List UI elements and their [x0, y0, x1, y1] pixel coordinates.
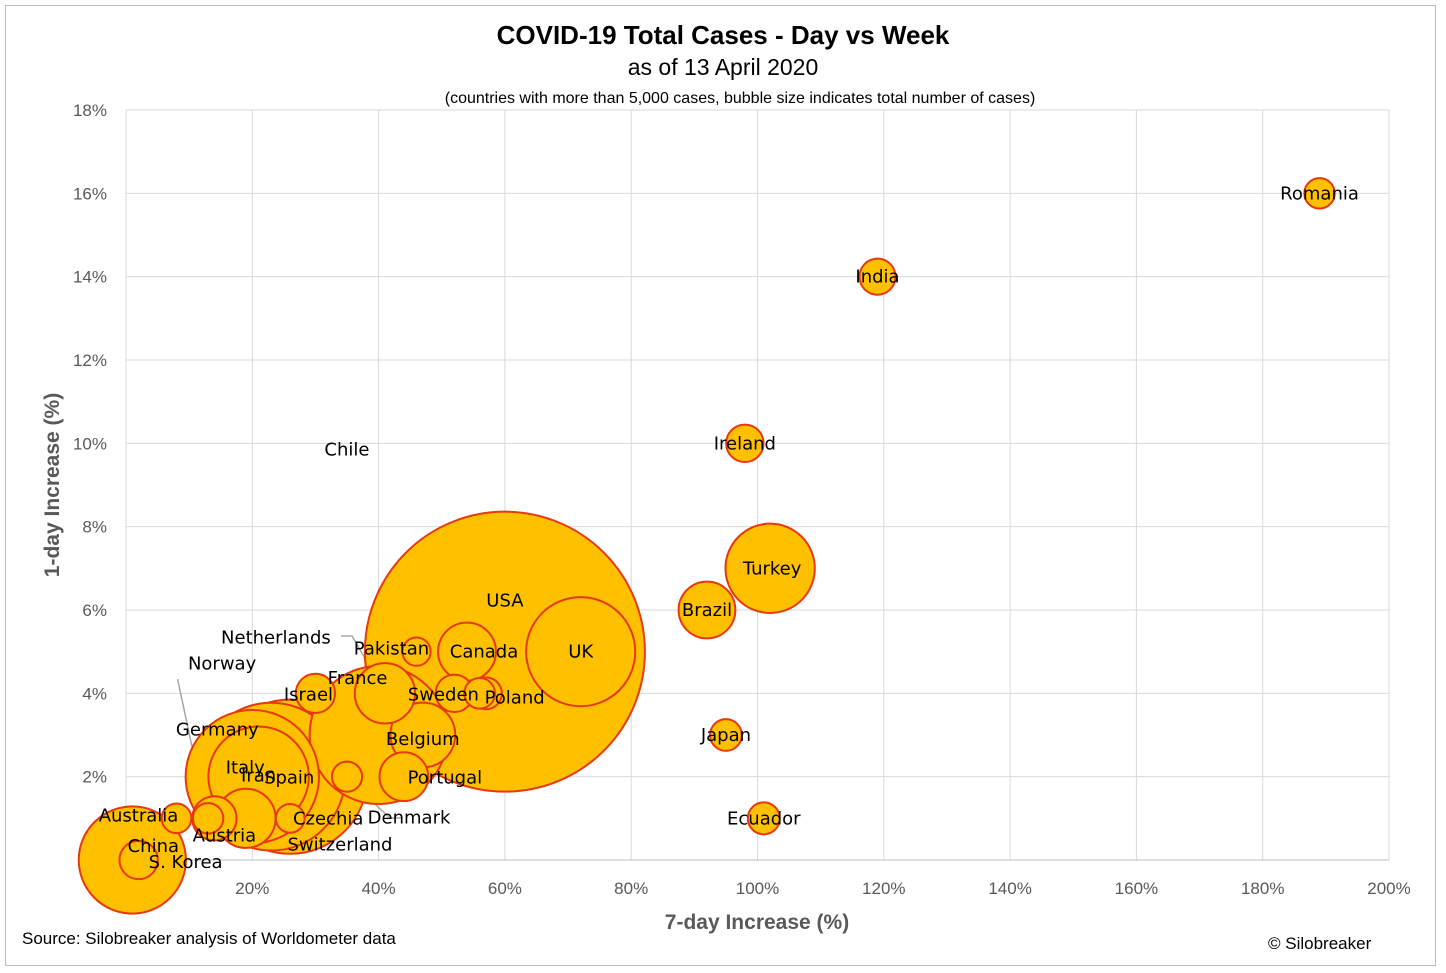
x-tick-label: 200%	[1367, 879, 1410, 898]
data-label-canada: Canada	[450, 642, 519, 663]
x-tick-label: 100%	[736, 879, 779, 898]
bubble-romania	[1303, 177, 1336, 210]
data-label-poland: Poland	[485, 687, 545, 708]
bubble-turkey	[724, 522, 816, 614]
chart-title: COVID-19 Total Cases - Day vs Week	[496, 20, 950, 50]
x-tick-label: 80%	[614, 879, 648, 898]
data-label-norway: Norway	[188, 653, 257, 674]
data-label-chile: Chile	[324, 439, 369, 460]
y-tick-label: 2%	[82, 768, 107, 787]
bubble-pakistan	[401, 636, 432, 667]
bubble-denmark	[330, 760, 364, 793]
bubble-india	[858, 257, 897, 296]
x-tick-label: 40%	[362, 879, 396, 898]
y-tick-label: 18%	[73, 101, 107, 120]
data-label-spain: Spain	[264, 768, 314, 789]
bubble-israel	[294, 672, 337, 714]
copyright-note: © Silobreaker	[1268, 934, 1372, 953]
data-label-belgium: Belgium	[386, 729, 460, 750]
bubble-ecuador	[746, 801, 781, 836]
data-label-israel: Israel	[284, 684, 333, 705]
data-label-denmark: Denmark	[368, 808, 451, 829]
bubble-norway	[191, 802, 225, 835]
x-tick-label: 140%	[988, 879, 1031, 898]
data-label-ecuador: Ecuador	[727, 808, 801, 829]
data-label-usa: USA	[486, 591, 524, 612]
y-tick-label: 4%	[82, 684, 107, 703]
bubble-australia	[160, 802, 193, 835]
y-tick-label: 16%	[73, 184, 107, 203]
data-label-china: China	[128, 836, 179, 857]
data-label-australia: Australia	[99, 805, 179, 826]
data-label-netherlands: Netherlands	[221, 627, 331, 648]
data-label-iran: Iran	[241, 766, 276, 787]
x-tick-label: 180%	[1241, 879, 1284, 898]
data-label-romania: Romania	[1280, 183, 1359, 204]
data-label-sweden: Sweden	[408, 684, 479, 705]
bubble-brazil	[677, 580, 737, 640]
x-tick-label: 120%	[862, 879, 905, 898]
x-tick-label: 60%	[488, 879, 522, 898]
data-label-s-korea: S. Korea	[149, 852, 223, 873]
x-tick-label: 160%	[1115, 879, 1158, 898]
chart-frame	[5, 5, 1436, 966]
y-tick-label: 10%	[73, 434, 107, 453]
y-tick-label: 14%	[73, 268, 107, 287]
data-label-france: France	[328, 668, 388, 689]
x-axis-title: 7-day Increase (%)	[665, 911, 849, 934]
bubble-ireland	[725, 423, 765, 464]
data-label-austria: Austria	[193, 825, 257, 846]
bubble-netherlands	[353, 662, 417, 725]
data-label-brazil: Brazil	[682, 600, 732, 621]
data-label-uk: UK	[568, 642, 594, 663]
data-label-pakistan: Pakistan	[354, 639, 429, 660]
y-tick-label: 8%	[82, 518, 107, 537]
y-axis-title: 1-day Increase (%)	[41, 393, 64, 577]
bubble-s-korea	[118, 839, 159, 881]
bubble-uk	[525, 596, 637, 708]
chart-note: (countries with more than 5,000 cases, b…	[444, 90, 1036, 107]
bubble-portugal	[378, 751, 430, 803]
data-label-italy: Italy	[226, 758, 265, 779]
data-label-germany: Germany	[176, 720, 259, 741]
chart-subtitle: as of 13 April 2020	[627, 54, 819, 80]
data-label-czechia: Czechia	[293, 808, 363, 829]
bubble-czechia	[274, 802, 306, 834]
data-label-turkey: Turkey	[742, 558, 802, 579]
y-tick-label: 12%	[73, 351, 107, 370]
x-tick-label: 20%	[235, 879, 269, 898]
bubble-japan	[709, 718, 743, 752]
bubble-poland	[463, 677, 496, 710]
data-label-ireland: Ireland	[714, 433, 776, 454]
bubbles	[77, 177, 1336, 915]
y-tick-label: 6%	[82, 601, 107, 620]
data-label-portugal: Portugal	[408, 768, 483, 789]
data-label-india: India	[855, 267, 899, 288]
data-label-switzerland: Switzerland	[287, 834, 392, 855]
source-note: Source: Silobreaker analysis of Worldome…	[22, 929, 396, 948]
data-label-japan: Japan	[700, 725, 751, 746]
